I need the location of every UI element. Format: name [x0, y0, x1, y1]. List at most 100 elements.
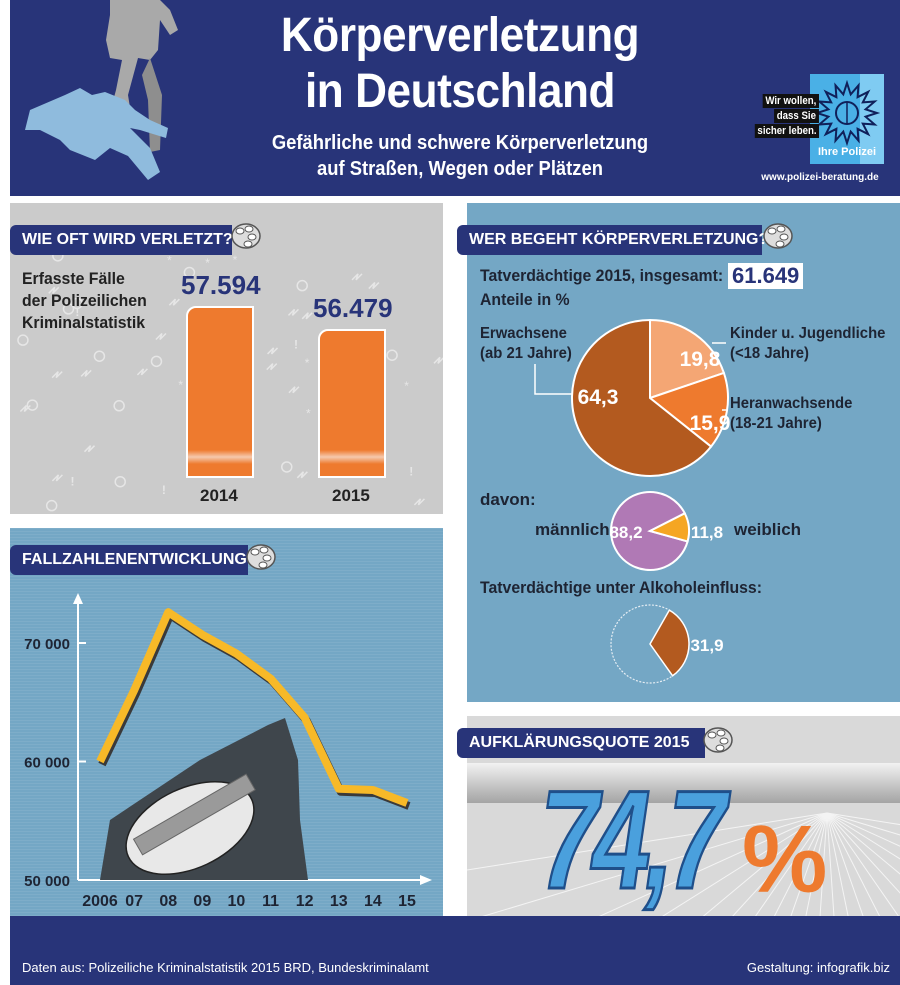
doodle-exclaim: ! [409, 464, 413, 478]
doodle-knuckle [281, 461, 293, 473]
doodle-star: * [404, 379, 409, 393]
doodle-bolt [83, 445, 96, 453]
pie-label-adults: 64,3 [578, 386, 619, 409]
alcohol-label: Tatverdächtige unter Alkoholeinfluss: [480, 578, 762, 597]
count-label-line-1: Erfasste Fälle [22, 269, 125, 288]
pie-label-male: 88,2 [609, 523, 642, 542]
doodle-exclaim: ! [162, 483, 166, 497]
logo-url[interactable]: www.polizei-beratung.de [761, 172, 879, 183]
footer [10, 916, 900, 985]
y-tick-label: 50 000 [24, 873, 70, 890]
bar-2014 [186, 306, 254, 478]
ray [826, 812, 864, 916]
legend-adolescents: Heranwachsende (18-21 Jahre) [730, 394, 852, 434]
doodle-bolt [51, 371, 63, 379]
ray [826, 812, 900, 875]
ray [826, 812, 899, 916]
x-tick-label: 2006 [82, 893, 118, 910]
female-label: weiblich [734, 520, 802, 539]
doodle-bolt [296, 471, 308, 479]
count-label-line-3: Kriminalstatistik [22, 313, 146, 332]
section-ribbon-trend: FALLZAHLENENTWICKLUNG [8, 539, 248, 575]
lying-figure-icon [25, 88, 168, 180]
brass-knuckle-icon [763, 223, 793, 249]
doodle-star: * [306, 407, 311, 421]
doodle-knuckle [26, 399, 39, 411]
x-tick-label: 15 [398, 893, 416, 910]
pie-label-alcohol: 31,9 [690, 636, 723, 655]
ray [732, 812, 828, 916]
pie-slice-adults [571, 318, 713, 477]
subtitle-line-2: auf Straßen, Wegen oder Plätzen [317, 158, 603, 180]
doodle-bolt [413, 498, 425, 506]
ray [467, 812, 828, 871]
doodle-knuckle [17, 334, 29, 346]
doodle-knuckle [296, 279, 308, 292]
doodle-exclaim: ! [131, 296, 135, 310]
page-subtitle: Gefährliche und schwere Körperverletzung… [202, 130, 717, 182]
x-tick-label: 11 [262, 893, 279, 910]
ray [599, 812, 828, 916]
x-tick-label: 10 [228, 893, 246, 910]
pie-label-adolescents: 15,9 [690, 412, 731, 435]
police-star-icon [813, 80, 881, 146]
legend-children: Kinder u. Jugendliche (<18 Jahre) [730, 324, 885, 364]
clearance-rate-value: 74,7 [539, 761, 728, 918]
legend-children-line-2: (<18 Jahre) [730, 345, 809, 362]
leader-line-adults [534, 364, 572, 395]
x-tick-label: 14 [364, 893, 382, 910]
doodle-bolt [224, 284, 236, 292]
doodle-star: * [178, 378, 183, 392]
doodle-star: * [330, 304, 335, 318]
section-title-count: WIE OFT WIRD VERLETZT? [22, 231, 233, 248]
section-ribbon-quote: AUFKLÄRUNGSQUOTE 2015 [455, 722, 705, 758]
pie-slice-alcohol [649, 609, 690, 677]
bar-fade [320, 450, 384, 464]
shares-label: Anteile in % [480, 290, 570, 309]
ray [773, 812, 828, 916]
bar-year-label: 2014 [200, 486, 238, 505]
doodle-exclaim: ! [294, 338, 298, 352]
ray [805, 812, 828, 916]
fist-illustration [100, 718, 308, 880]
slogan-line-1: Wir wollen, [762, 94, 819, 108]
doodle-exclaim: ! [75, 305, 79, 319]
doodle-bolt [51, 474, 63, 482]
doodle-star: * [205, 256, 210, 270]
brass-knuckle-icon [246, 544, 276, 570]
y-axis-arrow-icon [73, 593, 83, 604]
total-suspects-value: 61.649 [728, 263, 804, 289]
figures-illustration [25, 0, 178, 180]
pie-label-children: 19,8 [680, 348, 721, 371]
doodle-bolt [168, 298, 180, 306]
legend-children-line-1: Kinder u. Jugendliche [730, 325, 886, 342]
doodle-bolt [351, 273, 363, 281]
section-title-who: WER BEGEHT KÖRPERVERLETZUNG? [469, 231, 769, 248]
legend-adults-line-2: (ab 21 Jahre) [480, 345, 572, 362]
doodle-bolt [155, 332, 167, 341]
ray [826, 812, 900, 894]
y-tick-label: 70 000 [24, 636, 70, 653]
background-doodles: ***!!!**!!*!**! [17, 234, 443, 512]
pie-slice-adolescents [647, 371, 729, 448]
doodle-exclaim: ! [71, 475, 75, 489]
section-ribbon-count: WIE OFT WIRD VERLETZT? [8, 219, 233, 255]
doodle-bolt [301, 312, 313, 320]
logo-brand: Ihre Polizei [817, 146, 877, 158]
ray [826, 812, 881, 916]
x-tick-label: 09 [193, 893, 211, 910]
quote-band [467, 763, 900, 803]
x-tick-label: 08 [159, 893, 177, 910]
trend-line-chart: 50 000 60 000 70 000 2006 07 08 09 10 11 12 13 14 15 [24, 593, 432, 910]
doodle-bolt [368, 282, 380, 290]
panel-trend [10, 528, 443, 916]
doodle-bolt [48, 286, 60, 294]
doodle-knuckle [62, 303, 75, 315]
section-ribbon-who: WER BEGEHT KÖRPERVERLETZUNG? [455, 219, 768, 255]
section-title-trend: FALLZAHLENENTWICKLUNG [22, 551, 247, 568]
doodle-knuckle [150, 355, 163, 368]
title-line-2: in Deutschland [304, 65, 616, 118]
footer-credit[interactable]: Gestaltung: infografik.biz [746, 960, 890, 975]
doodle-bolt [267, 347, 279, 355]
doodle-bolt [433, 356, 443, 364]
